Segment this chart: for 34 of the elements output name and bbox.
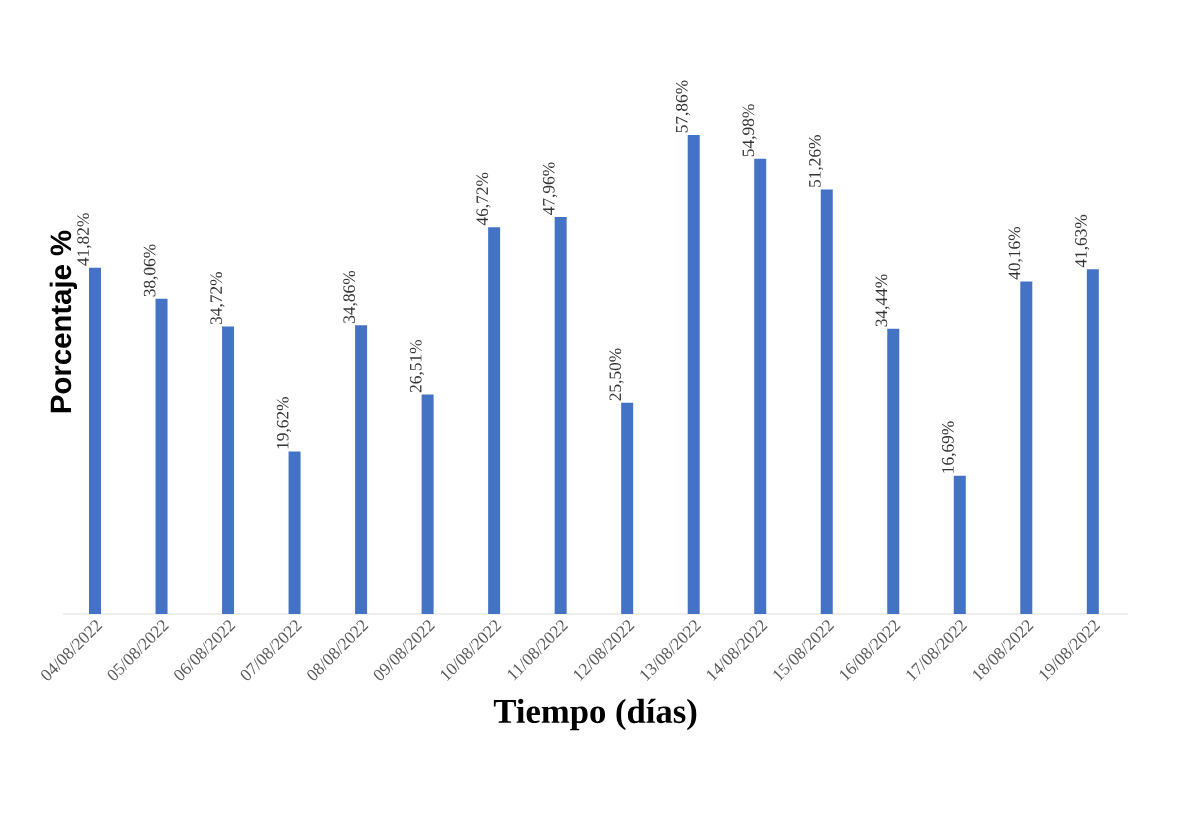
- data-label: 19,62%: [276, 397, 292, 449]
- data-label: 25,50%: [609, 348, 624, 401]
- data-label: 34,44%: [875, 274, 890, 327]
- data-label: 51,26%: [808, 135, 824, 187]
- bar: [155, 298, 168, 614]
- data-label: 16,69%: [942, 421, 957, 473]
- bar: [89, 267, 102, 614]
- y-axis-title: Porcentaje %: [49, 230, 78, 413]
- bar: [421, 394, 434, 614]
- data-label: 38,06%: [143, 244, 158, 297]
- bar: [1020, 281, 1033, 614]
- data-label: 41,82%: [77, 213, 92, 266]
- bar: [820, 189, 833, 614]
- bar: [887, 328, 900, 614]
- bar: [288, 451, 301, 614]
- data-label: 34,86%: [343, 270, 358, 323]
- data-label: 34,72%: [210, 272, 225, 325]
- data-label: 41,63%: [1075, 214, 1090, 268]
- bar: [687, 134, 700, 614]
- data-label: 57,86%: [675, 80, 691, 133]
- data-label: 26,51%: [409, 340, 425, 393]
- bar: [1086, 269, 1099, 614]
- bar: [355, 325, 368, 614]
- bar: [953, 475, 966, 614]
- bar: [621, 402, 634, 614]
- x-axis-title: Tiempo (días): [493, 698, 697, 731]
- data-label: 54,98%: [742, 104, 757, 157]
- data-label: 47,96%: [542, 162, 558, 215]
- data-label: 46,72%: [476, 172, 491, 226]
- bar: [222, 326, 235, 614]
- bar: [554, 216, 567, 614]
- bar: [488, 227, 501, 614]
- data-label: 40,16%: [1008, 227, 1023, 280]
- bar: [754, 158, 767, 614]
